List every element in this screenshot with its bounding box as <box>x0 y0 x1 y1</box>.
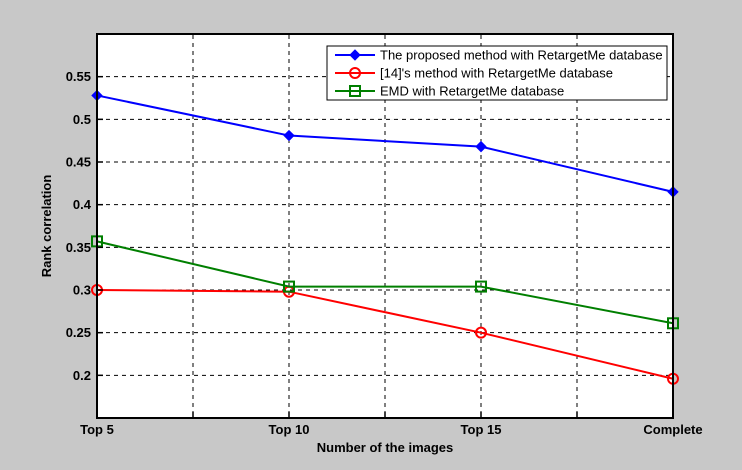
data-marker-circle <box>475 326 487 339</box>
legend-label: [14]'s method with RetargetMe database <box>380 66 613 81</box>
y-tick-label: 0.5 <box>73 112 91 127</box>
y-tick-label: 0.45 <box>66 155 91 170</box>
legend-marker-circle <box>349 67 361 79</box>
legend-label: EMD with RetargetMe database <box>380 84 564 99</box>
data-marker-diamond <box>475 140 487 153</box>
data-marker-diamond <box>283 129 295 142</box>
data-marker-square <box>475 280 487 293</box>
y-tick-label: 0.3 <box>73 283 91 298</box>
tick-marks <box>96 75 674 418</box>
tick-labels: 0.2 0.25 0.3 0.35 0.4 0.45 0.5 0.55 Top 5 Top 10 T… <box>66 69 703 437</box>
x-axis-label: Number of the images <box>317 440 454 455</box>
series-group <box>91 89 679 385</box>
legend-marker-square <box>349 85 361 97</box>
legend-box <box>326 45 668 101</box>
y-tick-label: 0.2 <box>73 368 91 383</box>
y-tick-label: 0.35 <box>66 240 91 255</box>
y-tick-label: 0.25 <box>66 325 91 340</box>
x-tick-label: Top 15 <box>461 422 502 437</box>
legend: The proposed method with RetargetMe data… <box>326 45 668 101</box>
x-tick-label: Top 5 <box>80 422 114 437</box>
series-line-0 <box>96 94 674 193</box>
y-axis-label: Rank correlation <box>39 175 54 278</box>
legend-marker-diamond <box>349 49 361 61</box>
x-tick-label: Complete <box>643 422 702 437</box>
y-tick-label: 0.55 <box>66 69 91 84</box>
y-tick-label: 0.4 <box>73 197 92 212</box>
series-line-2 <box>96 240 674 325</box>
series-line-1 <box>96 289 674 380</box>
legend-label: The proposed method with RetargetMe data… <box>380 48 663 63</box>
data-marker-square <box>283 280 295 293</box>
x-tick-label: Top 10 <box>269 422 310 437</box>
